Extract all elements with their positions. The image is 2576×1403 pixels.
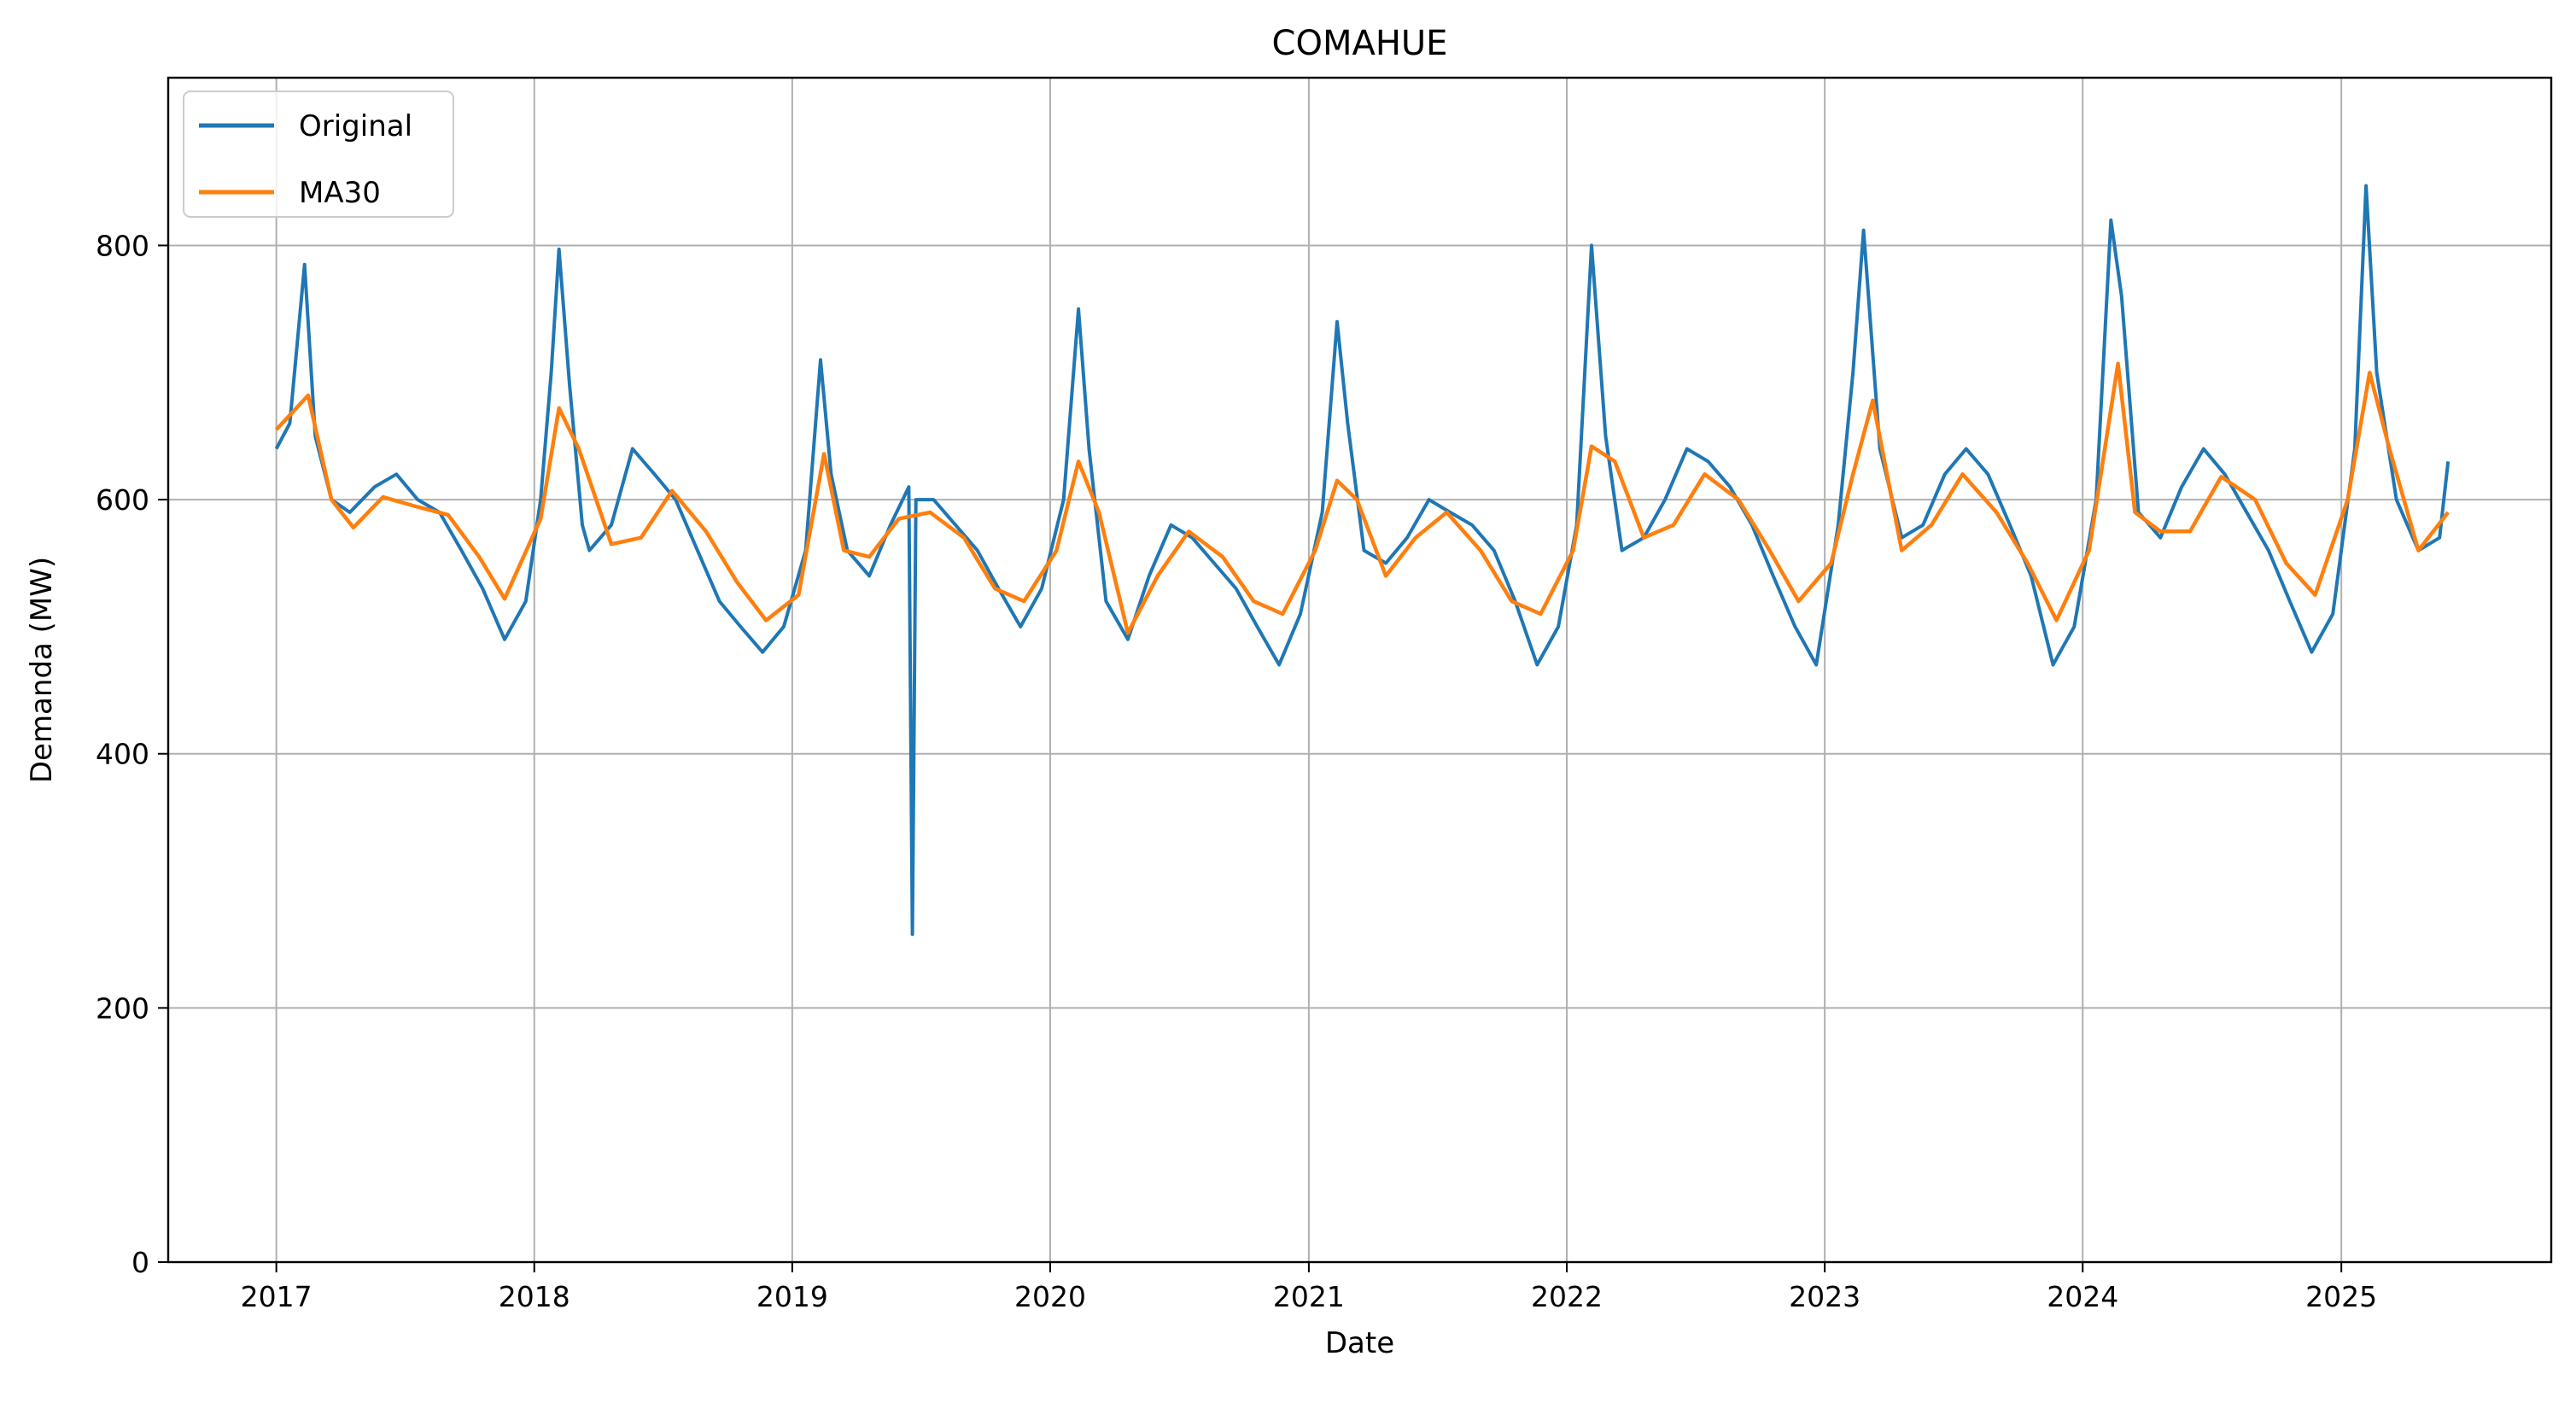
x-tick-label: 2020: [1014, 1280, 1086, 1313]
legend-label: Original: [299, 109, 412, 143]
x-axis-label: Date: [1325, 1326, 1394, 1360]
x-tick-label: 2024: [2047, 1280, 2118, 1313]
y-tick-label: 400: [96, 738, 149, 771]
legend-box: [183, 91, 454, 218]
chart-title: COMAHUE: [1272, 24, 1448, 63]
x-tick-label: 2022: [1531, 1280, 1603, 1313]
y-axis-label: Demanda (MW): [25, 557, 59, 783]
y-tick-label: 200: [96, 991, 149, 1025]
series-line-ma30: [274, 361, 2450, 635]
x-tick-label: 2025: [2305, 1280, 2377, 1313]
y-tick-label: 800: [96, 229, 149, 262]
x-tick-label: 2021: [1273, 1280, 1345, 1313]
y-tick-label: 0: [131, 1246, 149, 1279]
x-tick-label: 2019: [756, 1280, 828, 1313]
legend: Original MA30: [183, 91, 454, 218]
x-tick-label: 2017: [241, 1280, 313, 1313]
x-tick-label: 2018: [499, 1280, 570, 1313]
plot-frame: [166, 76, 2553, 1264]
y-tick-label: 600: [96, 483, 149, 517]
x-tick-label: 2023: [1789, 1280, 1860, 1313]
legend-label: MA30: [299, 176, 381, 210]
